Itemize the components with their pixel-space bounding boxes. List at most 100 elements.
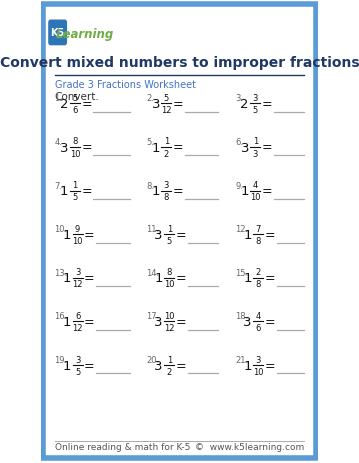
Text: 10: 10 — [73, 236, 83, 245]
Text: 5: 5 — [72, 193, 78, 202]
Text: =: = — [265, 228, 275, 241]
Text: =: = — [81, 98, 92, 111]
Text: 1: 1 — [243, 359, 252, 372]
Text: 8: 8 — [255, 280, 261, 289]
Text: Convert mixed numbers to improper fractions: Convert mixed numbers to improper fracti… — [0, 56, 359, 69]
Text: ©  www.k5learning.com: © www.k5learning.com — [195, 442, 304, 451]
Text: 17.: 17. — [146, 312, 159, 321]
Text: 20.: 20. — [146, 355, 159, 364]
Text: =: = — [81, 141, 92, 154]
Text: 5: 5 — [72, 94, 78, 103]
Text: =: = — [176, 315, 186, 328]
Text: 1: 1 — [167, 224, 172, 233]
Text: 8: 8 — [72, 137, 78, 146]
Text: 8.: 8. — [146, 181, 154, 190]
Text: Grade 3 Fractions Worksheet: Grade 3 Fractions Worksheet — [55, 80, 196, 90]
Text: 5.: 5. — [146, 138, 154, 147]
Text: =: = — [176, 228, 186, 241]
Text: 1: 1 — [151, 141, 160, 154]
Text: 1: 1 — [63, 359, 71, 372]
Text: 10: 10 — [164, 280, 174, 289]
Text: 3.: 3. — [235, 94, 243, 103]
Text: =: = — [84, 315, 94, 328]
Text: 1: 1 — [63, 228, 71, 241]
Text: =: = — [176, 272, 186, 285]
Text: 3: 3 — [60, 141, 69, 154]
Text: =: = — [84, 272, 94, 285]
Text: 18.: 18. — [235, 312, 248, 321]
Text: 3: 3 — [255, 355, 261, 364]
Text: Online reading & math for K-5: Online reading & math for K-5 — [55, 442, 190, 451]
Text: 1: 1 — [253, 137, 258, 146]
Text: 4: 4 — [253, 181, 258, 190]
Text: 7: 7 — [255, 224, 261, 233]
Text: 3: 3 — [154, 359, 163, 372]
Text: =: = — [173, 98, 183, 111]
Text: 3: 3 — [154, 315, 163, 328]
Text: 3: 3 — [154, 228, 163, 241]
Text: =: = — [176, 359, 186, 372]
Text: =: = — [265, 315, 275, 328]
Text: 3: 3 — [75, 268, 80, 277]
Text: 3: 3 — [253, 94, 258, 103]
Text: 1: 1 — [164, 137, 169, 146]
Text: 6: 6 — [75, 311, 80, 320]
Text: 1: 1 — [63, 315, 71, 328]
Text: 12.: 12. — [235, 225, 248, 234]
Text: 1.: 1. — [55, 94, 62, 103]
Text: 12: 12 — [164, 323, 174, 332]
Text: =: = — [84, 228, 94, 241]
Text: =: = — [262, 98, 272, 111]
Text: 2: 2 — [164, 149, 169, 158]
Text: 1: 1 — [151, 185, 160, 198]
Text: 11.: 11. — [146, 225, 159, 234]
Text: 13.: 13. — [55, 268, 68, 277]
Text: 6.: 6. — [235, 138, 243, 147]
Text: 16.: 16. — [55, 312, 68, 321]
Text: 10: 10 — [253, 367, 263, 376]
Text: 5: 5 — [253, 106, 258, 115]
Text: 1: 1 — [243, 272, 252, 285]
Text: =: = — [81, 185, 92, 198]
Text: 10: 10 — [250, 193, 261, 202]
Text: 1: 1 — [154, 272, 163, 285]
Text: 4: 4 — [256, 311, 261, 320]
Text: 10.: 10. — [55, 225, 68, 234]
Text: Convert.: Convert. — [55, 92, 99, 102]
Text: 8: 8 — [255, 236, 261, 245]
Text: =: = — [173, 141, 183, 154]
Text: 8: 8 — [167, 268, 172, 277]
Text: 10: 10 — [164, 311, 174, 320]
Text: =: = — [265, 359, 275, 372]
Text: 8: 8 — [164, 193, 169, 202]
Text: =: = — [262, 185, 272, 198]
Text: 3: 3 — [243, 315, 252, 328]
Text: 2.: 2. — [146, 94, 154, 103]
Text: 6: 6 — [255, 323, 261, 332]
Text: 1: 1 — [243, 228, 252, 241]
Text: 5: 5 — [164, 94, 169, 103]
Text: 2: 2 — [241, 98, 249, 111]
Text: 1: 1 — [63, 272, 71, 285]
Text: K5: K5 — [50, 28, 65, 38]
Text: 2: 2 — [167, 367, 172, 376]
Text: =: = — [265, 272, 275, 285]
FancyBboxPatch shape — [43, 5, 316, 458]
Text: 21.: 21. — [235, 355, 248, 364]
Text: 1: 1 — [72, 181, 78, 190]
Text: 5: 5 — [75, 367, 80, 376]
Text: 3: 3 — [253, 149, 258, 158]
Text: 10: 10 — [70, 149, 80, 158]
Text: 5: 5 — [167, 236, 172, 245]
Text: 14.: 14. — [146, 268, 159, 277]
Text: 1: 1 — [241, 185, 249, 198]
Text: 19.: 19. — [55, 355, 68, 364]
Text: 4.: 4. — [55, 138, 62, 147]
Text: 1: 1 — [167, 355, 172, 364]
Text: 9: 9 — [75, 224, 80, 233]
Text: 12: 12 — [73, 280, 83, 289]
Text: 15.: 15. — [235, 268, 248, 277]
Text: 2: 2 — [60, 98, 69, 111]
Text: 9.: 9. — [235, 181, 243, 190]
Text: 2: 2 — [256, 268, 261, 277]
